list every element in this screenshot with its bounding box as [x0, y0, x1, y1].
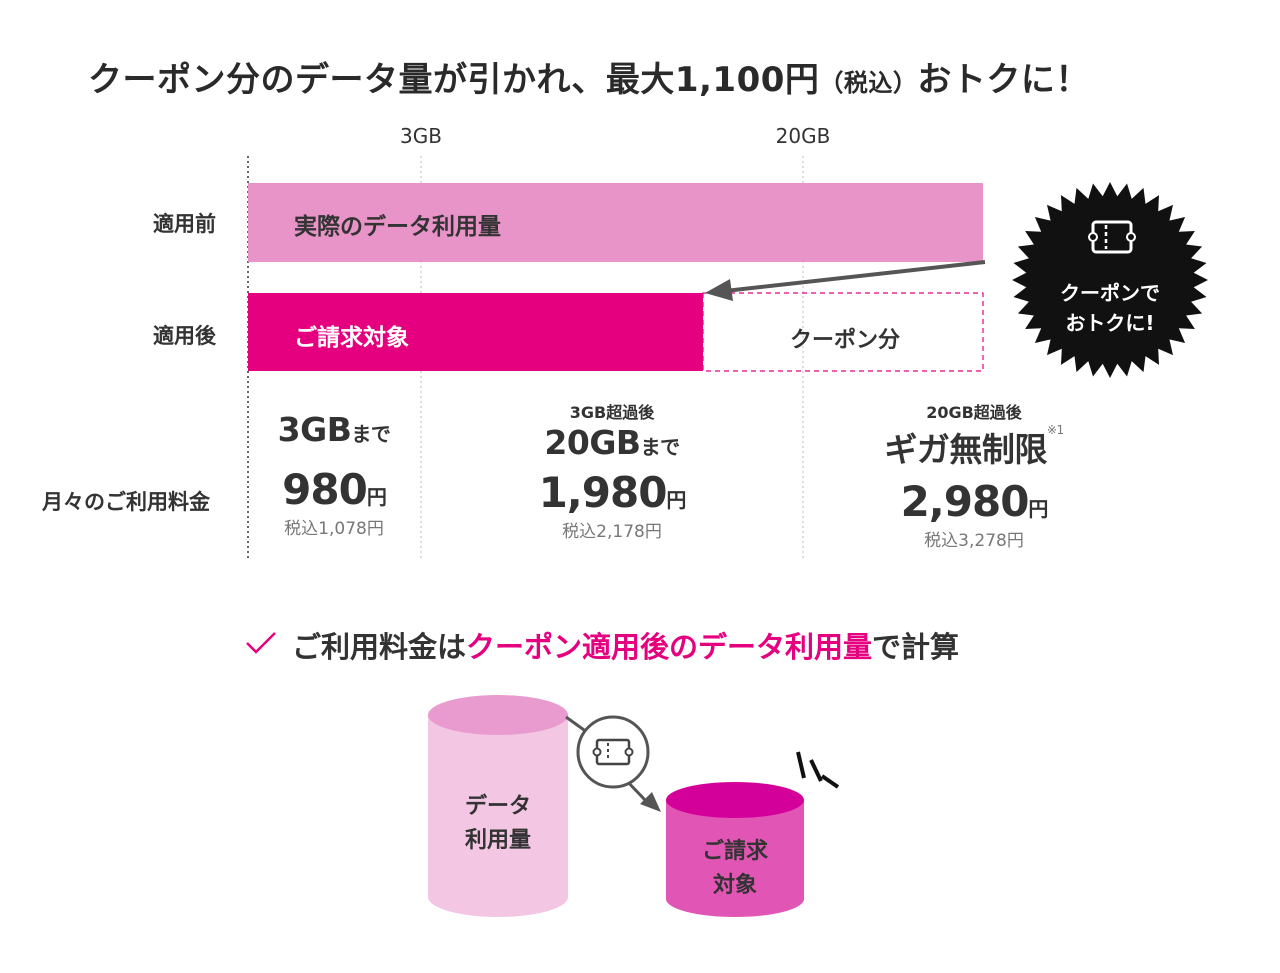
- tier-3-price-value: 2,980: [900, 477, 1030, 526]
- tier-2-limit: 20GBまで: [539, 423, 686, 462]
- tier-3-yen: 円: [1028, 497, 1048, 521]
- tier-2: 3GB超過後 20GBまで 1,980円 税込2,178円: [538, 399, 687, 542]
- headline-tail: おトクに！: [917, 60, 1090, 100]
- ticket-icon: [1088, 220, 1136, 254]
- badge-line-2: おトクに!: [1065, 311, 1155, 335]
- starburst-badge: [1012, 182, 1208, 378]
- tier-2-yen: 円: [666, 488, 686, 512]
- tier-1-yen: 円: [366, 485, 387, 509]
- tier-1-limit: 3GBまで: [278, 410, 391, 449]
- tier-1-suffix: まで: [351, 422, 391, 446]
- badge-text: クーポンで おトクに!: [1040, 278, 1180, 338]
- coupon-circle: [576, 715, 650, 789]
- actual-usage-label: 実際のデータ利用量: [294, 214, 501, 240]
- actual-usage-bar: [248, 183, 983, 262]
- coupon-label: クーポン分: [790, 328, 901, 353]
- check-highlight: クーポン適用後のデータ利用量: [466, 630, 873, 664]
- tier-2-price-value: 1,980: [538, 468, 668, 517]
- tier-3-main: ギガ無制限: [884, 430, 1047, 469]
- billed-line-1: ご請求: [701, 839, 768, 864]
- row-label-after: 適用後: [153, 324, 216, 348]
- tier-3-price: 2,980円: [884, 477, 1063, 526]
- badge-line-1: クーポンで: [1060, 281, 1160, 305]
- tier-1-price-value: 980: [282, 465, 368, 514]
- data-usage-line-2: 利用量: [464, 828, 531, 853]
- tier-3-note: ※1: [1046, 423, 1064, 437]
- checkmark-icon: [246, 632, 276, 654]
- conversion-arrow-head: [640, 792, 661, 812]
- tier-2-price: 1,980円: [538, 468, 687, 517]
- billed-cylinder-label: ご請求 対象: [666, 835, 804, 903]
- tier-1-taxin: 税込1,078円: [284, 519, 384, 539]
- coupon-box: [702, 292, 984, 372]
- tier-2-main: 20GB: [544, 423, 641, 462]
- tier-2-pre: 3GB超過後: [569, 403, 655, 422]
- coupon-circle-ticket-icon: [592, 738, 634, 766]
- reduction-arrow-line: [724, 260, 986, 293]
- tier-2-suffix: まで: [640, 435, 681, 459]
- data-usage-cylinder-label: データ 利用量: [428, 790, 568, 858]
- billed-cylinder: [666, 782, 804, 917]
- tier-3-limit: ギガ無制限※1: [884, 423, 1064, 471]
- tier-3: 20GB超過後 ギガ無制限※1 2,980円 税込3,278円: [884, 399, 1064, 551]
- row-label-before: 適用前: [153, 212, 216, 236]
- data-usage-line-1: データ: [464, 794, 531, 819]
- emphasis-marks: [796, 751, 840, 789]
- billed-line-2: 対象: [712, 873, 757, 898]
- headline: クーポン分のデータ量が引かれ、最大1,100円（税込）おトクに！: [88, 52, 1090, 101]
- tier-2-taxin: 税込2,178円: [562, 522, 662, 542]
- tier-1: 3GBまで 980円 税込1,078円: [278, 410, 391, 539]
- tier-3-taxin: 税込3,278円: [924, 531, 1024, 551]
- reduction-arrow-head: [705, 279, 733, 301]
- headline-tax-note: （税込）: [819, 69, 918, 97]
- tier-3-pre: 20GB超過後: [926, 403, 1022, 422]
- billed-label: ご請求対象: [294, 325, 409, 351]
- tier-1-price: 980円: [278, 465, 391, 514]
- check-line: ご利用料金はクーポン適用後のデータ利用量で計算: [292, 624, 959, 666]
- check-before: ご利用料金は: [292, 630, 467, 664]
- billed-bar: [248, 293, 703, 371]
- headline-main: クーポン分のデータ量が引かれ、最大1,100円: [88, 60, 820, 100]
- tier-1-main: 3GB: [277, 410, 352, 449]
- row-label-monthly: 月々のご利用料金: [42, 490, 210, 514]
- check-after: で計算: [872, 630, 960, 664]
- data-usage-cylinder: [428, 695, 568, 917]
- tick-label-20gb: 20GB: [775, 124, 831, 148]
- tick-label-3gb: 3GB: [400, 124, 442, 148]
